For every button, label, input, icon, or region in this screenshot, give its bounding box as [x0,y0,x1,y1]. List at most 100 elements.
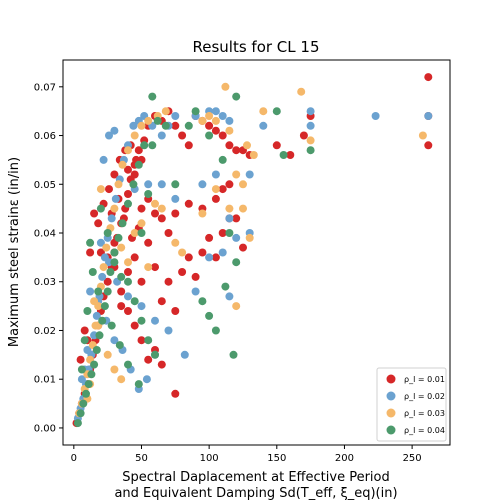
legend-marker [386,408,396,418]
data-point-series-4 [80,336,89,345]
data-point-series-1 [157,214,166,223]
data-point-series-4 [82,389,90,398]
data-point-series-2 [232,233,241,242]
data-point-series-3 [110,204,119,213]
data-point-series-4 [232,258,241,267]
data-point-series-4 [151,350,159,359]
data-point-series-2 [371,112,380,120]
legend: ρ_l = 0.01 ρ_l = 0.02 ρ_l = 0.03 ρ_l = 0.04 [376,367,447,442]
data-point-series-2 [180,350,189,359]
data-point-series-4 [184,121,193,130]
data-point-series-1 [232,214,241,223]
data-point-series-4 [191,107,200,116]
data-point-series-2 [99,155,108,164]
data-points [72,73,433,428]
data-point-series-3 [171,238,180,247]
data-point-series-3 [118,160,127,169]
data-point-series-2 [424,112,433,120]
data-point-series-3 [211,185,220,194]
data-point-series-2 [96,238,105,247]
data-point-series-1 [184,199,193,208]
data-point-series-2 [110,336,119,345]
data-point-series-3 [239,180,247,189]
x-tick-label: 50 [135,453,148,464]
data-point-series-2 [98,272,107,281]
legend-marker [386,374,396,384]
data-point-series-1 [157,360,166,369]
data-point-series-4 [88,268,97,276]
data-point-series-3 [90,297,99,306]
data-point-series-4 [124,277,132,286]
x-tick-label: 100 [200,453,219,464]
data-point-series-2 [205,253,214,262]
data-point-series-1 [124,268,132,276]
data-point-series-3 [306,136,315,145]
data-point-series-4 [73,419,82,428]
data-point-series-3 [137,121,146,130]
data-point-series-3 [124,258,132,267]
data-point-series-1 [137,277,146,286]
data-point-series-1 [151,263,159,272]
data-point-series-3 [96,185,105,194]
data-point-series-3 [130,131,139,140]
legend-label: ρ_l = 0.01 [404,375,445,384]
data-point-series-1 [424,141,433,150]
data-point-series-4 [96,204,105,213]
data-point-series-1 [124,307,132,315]
data-point-series-3 [144,116,153,125]
data-point-series-1 [272,141,281,150]
y-tick-label: 0.07 [34,82,56,93]
data-point-series-4 [218,155,227,164]
data-point-series-3 [144,263,153,272]
data-point-series-2 [211,107,220,116]
data-point-series-4 [144,336,153,345]
data-point-series-3 [418,131,427,140]
data-point-series-4 [103,229,112,237]
data-point-series-1 [76,355,85,364]
data-point-series-1 [90,209,99,218]
data-point-series-1 [124,190,132,198]
data-point-series-3 [117,375,126,384]
y-tick-label: 0.01 [34,375,56,386]
data-point-series-1 [211,253,220,262]
data-point-series-4 [83,307,92,315]
data-point-series-1 [225,141,234,150]
data-point-series-4 [148,92,157,101]
data-point-series-3 [178,248,187,257]
data-point-series-2 [306,121,315,130]
data-point-series-4 [95,331,104,340]
data-point-series-2 [157,180,166,189]
data-point-series-4 [107,321,116,330]
data-point-series-2 [83,346,92,354]
data-point-series-3 [157,204,166,213]
data-point-series-2 [225,214,234,223]
data-point-series-2 [151,316,159,325]
data-point-series-4 [161,121,170,130]
data-point-series-4 [205,311,214,320]
x-tick-label: 0 [71,453,77,464]
data-point-series-1 [80,326,89,335]
data-point-series-1 [164,277,173,286]
data-point-series-1 [94,219,103,228]
data-point-series-4 [90,360,99,369]
data-point-series-4 [137,316,146,325]
data-point-series-4 [129,180,138,189]
data-point-series-2 [191,287,200,296]
data-point-series-1 [117,302,126,311]
data-point-series-4 [110,248,119,257]
data-point-series-3 [297,87,306,96]
data-point-series-1 [171,307,180,315]
legend-marker [386,425,396,435]
data-point-series-4 [106,268,115,276]
data-point-series-2 [218,112,227,120]
data-point-series-1 [164,229,173,237]
data-point-series-4 [118,219,127,228]
data-point-series-4 [86,238,95,247]
data-point-series-2 [218,248,227,257]
x-tick-label: 250 [403,453,422,464]
legend-label: ρ_l = 0.03 [404,409,445,418]
legend-frame [376,367,447,442]
data-point-series-1 [218,131,227,140]
data-point-series-1 [130,170,139,179]
data-point-series-4 [205,131,214,140]
